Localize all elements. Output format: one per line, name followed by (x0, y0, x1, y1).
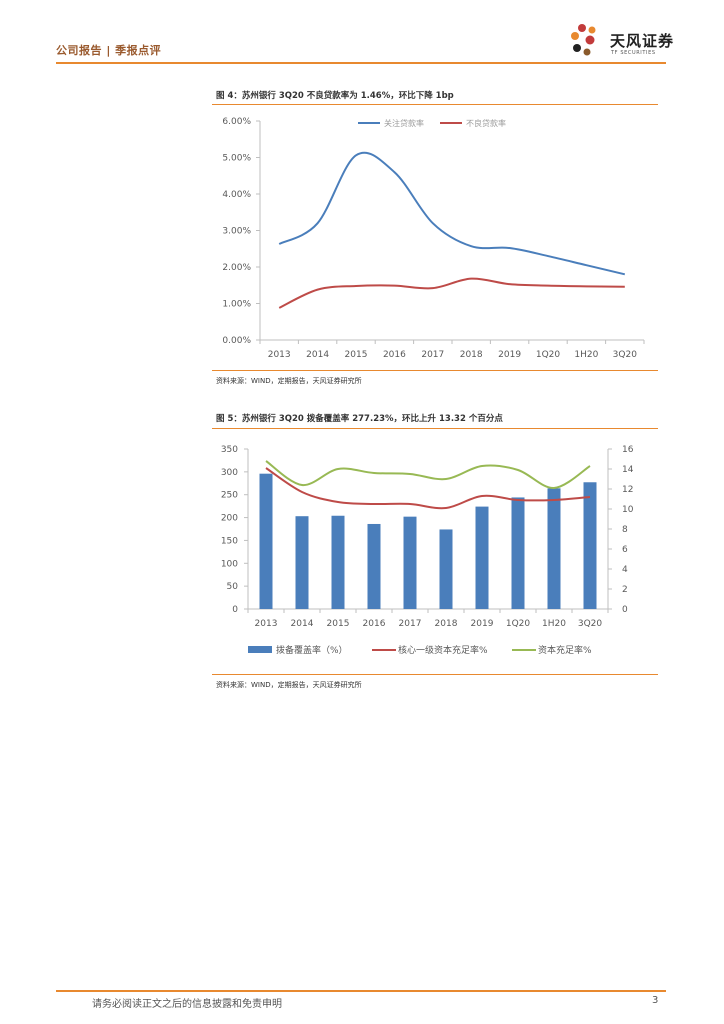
x-tick-label: 2014 (306, 350, 329, 360)
x-tick-label: 3Q20 (578, 619, 603, 629)
y-tick-label: 300 (221, 468, 238, 478)
x-tick-label: 3Q20 (613, 350, 638, 360)
series-line-2 (278, 277, 625, 309)
y2-tick-label: 16 (622, 445, 634, 455)
y-tick-label: 4.00% (222, 190, 251, 200)
x-tick-label: 2018 (435, 619, 458, 629)
legend-label: 核心一级资本充足率% (398, 644, 488, 656)
flower-logo-icon (571, 24, 596, 56)
legend-swatch-bar (248, 646, 272, 653)
brand-name: 天风证券 (610, 32, 675, 50)
y-tick-label: 150 (221, 536, 238, 546)
y-tick-label: 0.00% (222, 336, 251, 346)
x-tick-label: 2016 (363, 619, 386, 629)
bar-provision-coverage (439, 529, 453, 609)
x-tick-label: 2013 (255, 619, 278, 629)
page-number: 3 (652, 995, 659, 1006)
bar-provision-coverage (403, 516, 417, 609)
bar-provision-coverage (295, 516, 309, 609)
footer-disclaimer: 请务必阅读正文之后的信息披露和免责申明 (92, 999, 282, 1010)
bar-provision-coverage (259, 473, 273, 609)
y2-tick-label: 12 (622, 485, 633, 495)
bar-provision-coverage (475, 506, 489, 609)
header-rule (56, 62, 666, 64)
figure5-source: 资料来源：WIND，定期报告，天风证券研究所 (216, 681, 362, 689)
x-tick-label: 2016 (383, 350, 406, 360)
y-tick-label: 250 (221, 491, 238, 501)
y2-tick-label: 4 (622, 565, 628, 575)
y-tick-label: 6.00% (222, 117, 251, 127)
x-tick-label: 2013 (268, 350, 291, 360)
figure5-title: 图 5：苏州银行 3Q20 拨备覆盖率 277.23%，环比上升 13.32 个… (216, 414, 503, 424)
x-tick-label: 2017 (421, 350, 444, 360)
bar-provision-coverage (367, 523, 381, 609)
legend-label: 关注贷款率 (384, 118, 424, 128)
bar-provision-coverage (331, 515, 345, 609)
figure5-bottom-rule (212, 674, 658, 675)
figure4-top-rule (212, 104, 658, 105)
y-tick-label: 5.00% (222, 154, 251, 164)
y2-tick-label: 6 (622, 545, 628, 555)
figure4-title: 图 4：苏州银行 3Q20 不良贷款率为 1.46%，环比下降 1bp (216, 91, 454, 101)
brand-logo: 天风证券 TF SECURITIES (568, 22, 678, 60)
y-tick-label: 50 (227, 582, 239, 592)
y-tick-label: 100 (221, 559, 238, 569)
y2-tick-label: 0 (622, 605, 628, 615)
x-tick-label: 2015 (345, 350, 368, 360)
y-tick-label: 350 (221, 445, 238, 455)
report-section-label: 公司报告 | 季报点评 (56, 44, 162, 57)
x-tick-label: 1Q20 (536, 350, 561, 360)
x-tick-label: 2019 (498, 350, 521, 360)
bar-provision-coverage (583, 482, 597, 609)
y-tick-label: 200 (221, 514, 238, 524)
y-tick-label: 2.00% (222, 263, 251, 273)
series-line-core-tier1 (265, 467, 591, 510)
x-tick-label: 1Q20 (506, 619, 531, 629)
y-tick-label: 0 (232, 605, 238, 615)
y2-tick-label: 8 (622, 525, 628, 535)
x-tick-label: 2018 (460, 350, 483, 360)
series-line-1 (278, 151, 626, 276)
legend-label: 不良贷款率 (466, 118, 506, 128)
legend-label: 资本充足率% (538, 644, 592, 656)
x-tick-label: 2017 (399, 619, 422, 629)
x-tick-label: 1H20 (574, 350, 598, 360)
x-tick-label: 1H20 (542, 619, 566, 629)
figure4-chart: 0.00% 1.00% 2.00% 3.00% 4.00% 5.00% 6.00% 2013 2… (222, 117, 645, 360)
x-tick-label: 2019 (471, 619, 494, 629)
y2-tick-label: 14 (622, 465, 634, 475)
figure4-bottom-rule (212, 370, 658, 371)
bar-provision-coverage (511, 497, 525, 609)
legend-label: 拨备覆盖率（%） (276, 644, 348, 656)
bar-provision-coverage (547, 488, 561, 609)
x-tick-label: 2015 (327, 619, 350, 629)
y-tick-label: 1.00% (222, 300, 251, 310)
y2-tick-label: 10 (622, 505, 634, 515)
figure5-top-rule (212, 428, 658, 429)
footer-rule (56, 990, 666, 992)
series-line-capital-adequacy (265, 460, 591, 490)
figure4-source: 资料来源：WIND，定期报告，天风证券研究所 (216, 377, 362, 385)
x-tick-label: 2014 (291, 619, 314, 629)
brand-subtitle: TF SECURITIES (611, 50, 656, 56)
figure5-chart: 0 50 100 150 200 250 300 350 0 2 4 6 8 10 12 14 16 2013 20… (221, 445, 634, 656)
y-tick-label: 3.00% (222, 227, 251, 237)
y2-tick-label: 2 (622, 585, 628, 595)
